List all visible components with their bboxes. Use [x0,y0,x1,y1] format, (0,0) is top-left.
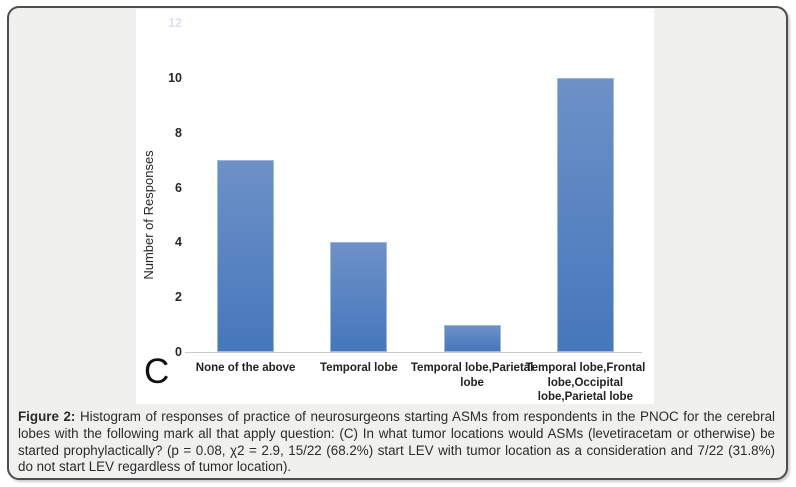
category-label-line: lobe,Occipital [547,376,624,389]
y-axis-title: Number of Responses [141,150,156,280]
y-tick-label: 6 [175,180,182,195]
category-label-line: Temporal lobe [320,362,398,374]
y-tick-label: 4 [175,235,182,250]
chart-canvas: Number of Responses C 0 2 4 6 8 10 12 None of t… [136,9,654,404]
category-label-line: Temporal lobe,Frontal [525,362,646,374]
y-tick-label: 8 [175,125,182,140]
bar-1 [217,160,275,352]
category-label-1: None of the above [171,361,321,376]
panel-label: C [144,352,170,391]
bar-4 [556,78,614,352]
category-label-line: None of the above [195,362,296,374]
category-label-2: Temporal lobe [284,361,434,376]
x-axis-line [185,352,642,353]
category-label-3: Temporal lobe,Parietal lobe [397,361,547,390]
category-label-line: lobe,Parietal lobe [537,391,633,403]
category-label-line: lobe [460,376,484,389]
y-tick-label: 2 [175,290,182,305]
y-tick-label-faint: 12 [168,16,182,31]
figure-caption: Figure 2: Histogram of responses of prac… [18,409,775,476]
category-label-line: Temporal lobe,Parietal [410,362,534,374]
figure-box: Number of Responses C 0 2 4 6 8 10 12 None of t… [7,6,788,480]
category-label-4: Temporal lobe,Frontal lobe,Occipital lobe,… [510,361,660,405]
bar-3 [443,324,501,352]
y-tick-label: 0 [175,345,182,359]
caption-text: Histogram of responses of practice of ne… [18,409,776,475]
bar-2 [330,242,388,352]
caption-figure-number: Figure 2: [18,409,76,424]
y-tick-label: 10 [168,71,182,85]
